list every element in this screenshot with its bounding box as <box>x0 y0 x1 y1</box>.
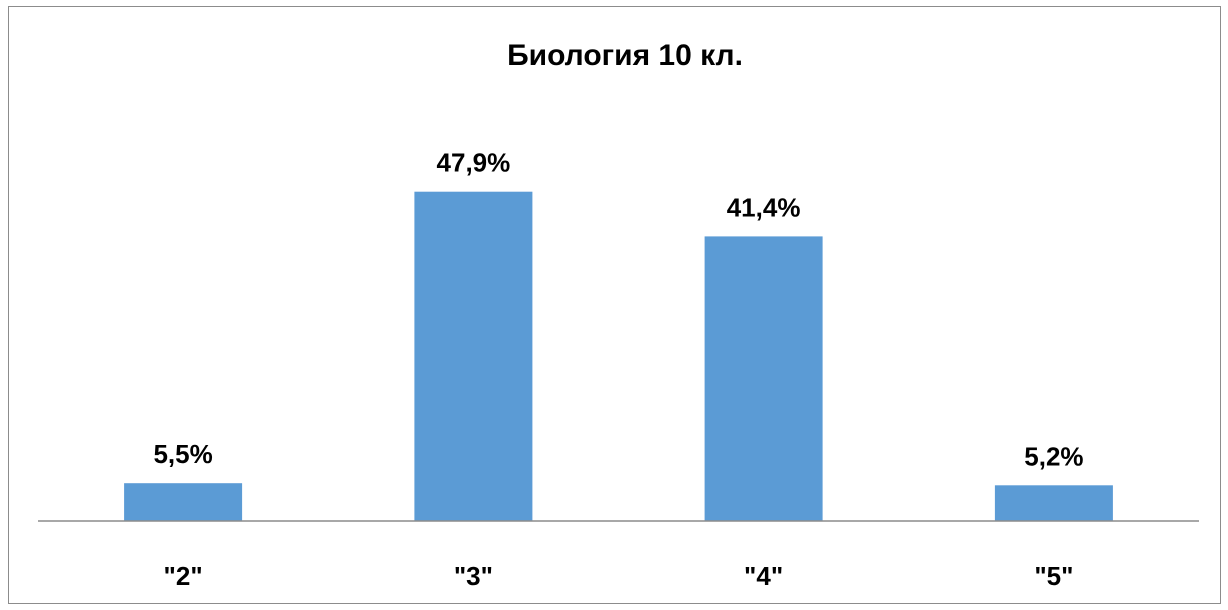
category-label-3: "4" <box>744 561 783 591</box>
category-label-2: "3" <box>454 561 493 591</box>
bar-3 <box>704 236 823 521</box>
data-label-4: 5,2% <box>1024 441 1083 471</box>
bar-1 <box>124 483 243 521</box>
chart-title: Биология 10 кл. <box>507 39 743 72</box>
bar-4 <box>994 485 1113 522</box>
category-label-1: "2" <box>164 561 203 591</box>
bar-2 <box>414 191 533 521</box>
bars-group <box>124 191 1113 522</box>
data-label-2: 47,9% <box>437 148 511 178</box>
labels-group: 5,5% "2" 47,9% "3" 41,4% "4" 5,2% "5" <box>153 148 1083 591</box>
data-label-3: 41,4% <box>727 192 801 222</box>
data-label-1: 5,5% <box>153 439 212 469</box>
category-label-4: "5" <box>1034 561 1073 591</box>
